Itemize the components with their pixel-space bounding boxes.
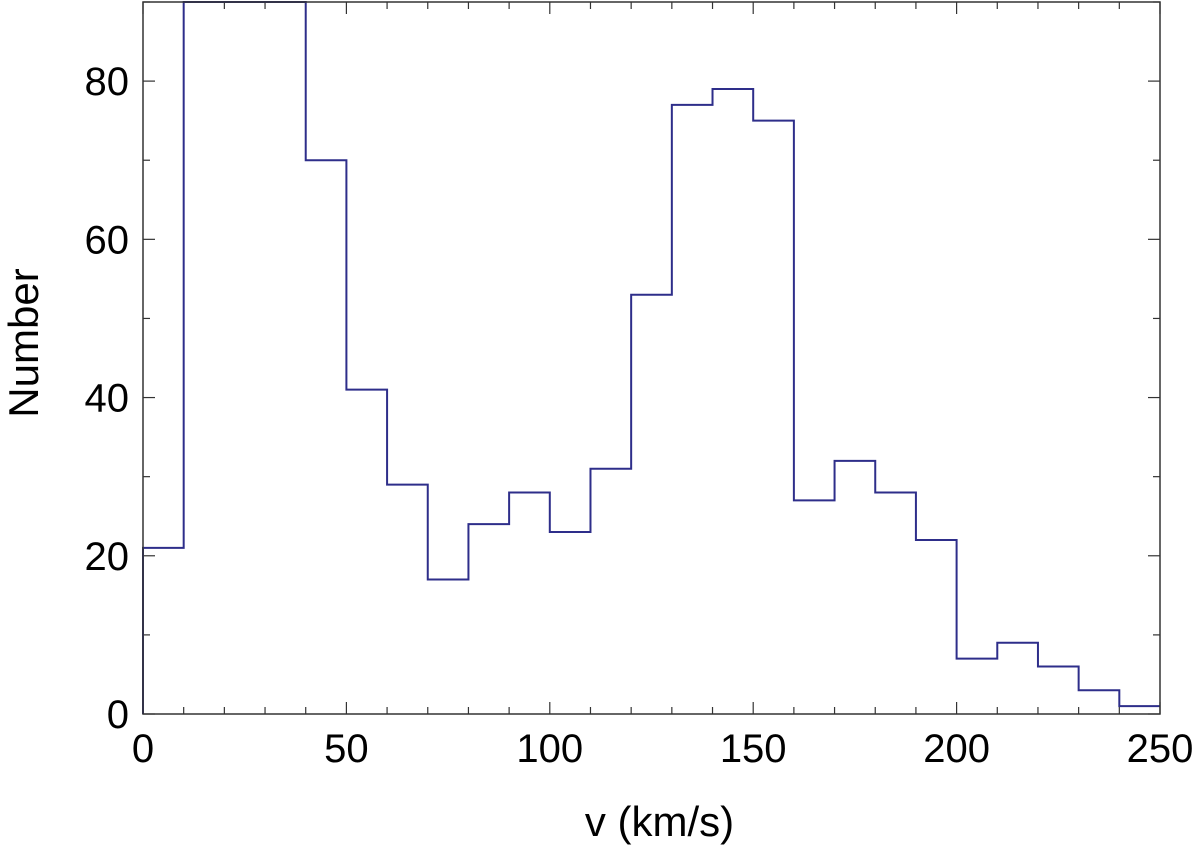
x-tick-label: 250 bbox=[1127, 727, 1194, 771]
x-tick-label: 150 bbox=[720, 727, 787, 771]
tick-labels: 0 50 100 150 200 250 0 20 40 60 80 bbox=[85, 60, 1194, 771]
y-tick-label: 60 bbox=[85, 218, 130, 262]
x-tick-label: 100 bbox=[516, 727, 583, 771]
plot-frame bbox=[142, 1, 1161, 715]
histogram-series-line bbox=[142, 1, 1160, 714]
axis-ticks bbox=[142, 1, 1161, 715]
y-tick-label: 80 bbox=[85, 60, 130, 104]
x-tick-label: 0 bbox=[132, 727, 154, 771]
y-tick-label: 40 bbox=[85, 377, 130, 421]
x-axis-title: v (km/s) bbox=[585, 798, 734, 845]
x-tick-label: 200 bbox=[923, 727, 990, 771]
y-axis-title: Number bbox=[0, 268, 47, 417]
y-tick-label: 20 bbox=[85, 535, 130, 579]
x-tick-label: 50 bbox=[324, 727, 369, 771]
y-tick-label: 0 bbox=[107, 693, 129, 737]
